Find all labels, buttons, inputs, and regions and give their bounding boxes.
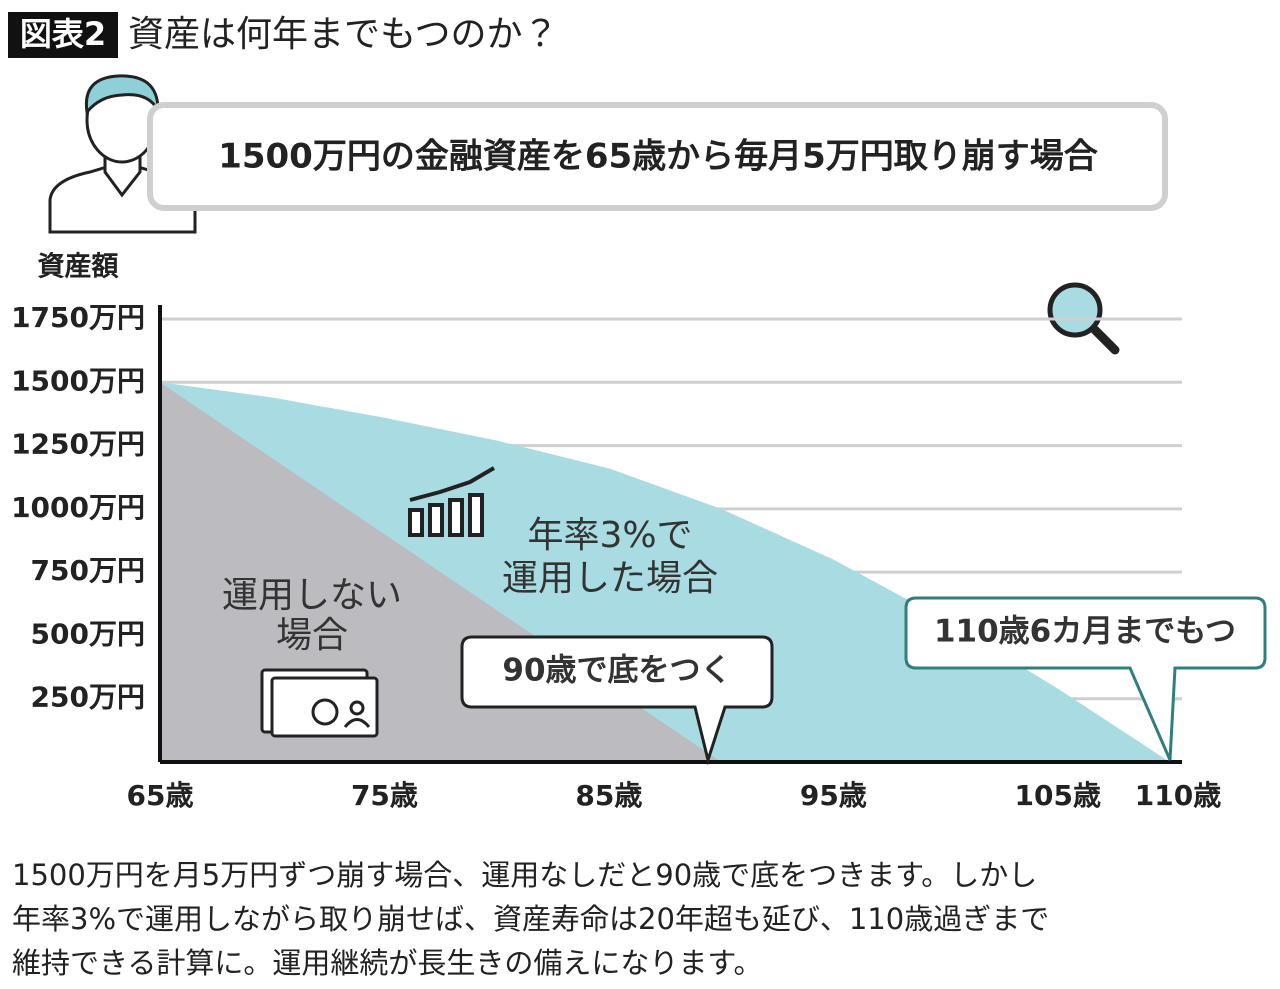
y-axis-label: 資産額 <box>38 252 120 283</box>
search-icon <box>1047 282 1120 355</box>
y-tick-label: 250万円 <box>31 681 145 714</box>
annotation: 年率3%で <box>527 515 692 556</box>
caption-line: 年率3%で運用しながら取り崩せば、資産寿命は20年超も延び、110歳過ぎまで <box>12 902 1049 936</box>
callout-90 <box>460 635 774 766</box>
annotation: 運用しない <box>222 575 402 616</box>
x-tick-label: 105歳 <box>1015 779 1101 812</box>
subtitle-box <box>147 102 1168 211</box>
annotation: 90歳で底をつく <box>502 653 731 689</box>
growth-icon <box>408 466 496 537</box>
annotation: 運用した場合 <box>502 558 718 599</box>
annotation: 110歳6カ月までもつ <box>934 614 1236 650</box>
caption-line: 維持できる計算に。運用継続が長生きの備えになります。 <box>12 946 763 980</box>
page-title: 資産は何年までもつのか？ <box>128 14 559 55</box>
annotation: 場合 <box>276 615 348 656</box>
y-tick-label: 1750万円 <box>11 301 145 334</box>
x-tick-label: 75歳 <box>351 779 418 812</box>
x-tick-label: 65歳 <box>127 779 194 812</box>
y-tick-label: 500万円 <box>31 617 145 650</box>
y-tick-label: 1000万円 <box>11 491 145 524</box>
y-tick-label: 1500万円 <box>11 364 145 397</box>
caption-line: 1500万円を月5万円ずつ崩す場合、運用なしだと90歳で底をつきます。しかし <box>12 858 1037 892</box>
x-tick-label: 85歳 <box>575 779 642 812</box>
y-tick-label: 750万円 <box>31 554 145 587</box>
badge: 図表2 <box>20 15 106 53</box>
x-tick-label: 95歳 <box>800 779 867 812</box>
caption: 1500万円を月5万円ずつ崩す場合、運用なしだと90歳で底をつきます。しかし年率… <box>12 858 1049 980</box>
callout-110 <box>904 596 1267 761</box>
badge-bg <box>8 12 118 58</box>
money-icon <box>260 668 379 738</box>
subtitle: 1500万円の金融資産を65歳から毎月5万円取り崩す場合 <box>218 137 1099 177</box>
y-tick-label: 1250万円 <box>11 428 145 461</box>
x-tick-label: 110歳 <box>1135 779 1221 812</box>
